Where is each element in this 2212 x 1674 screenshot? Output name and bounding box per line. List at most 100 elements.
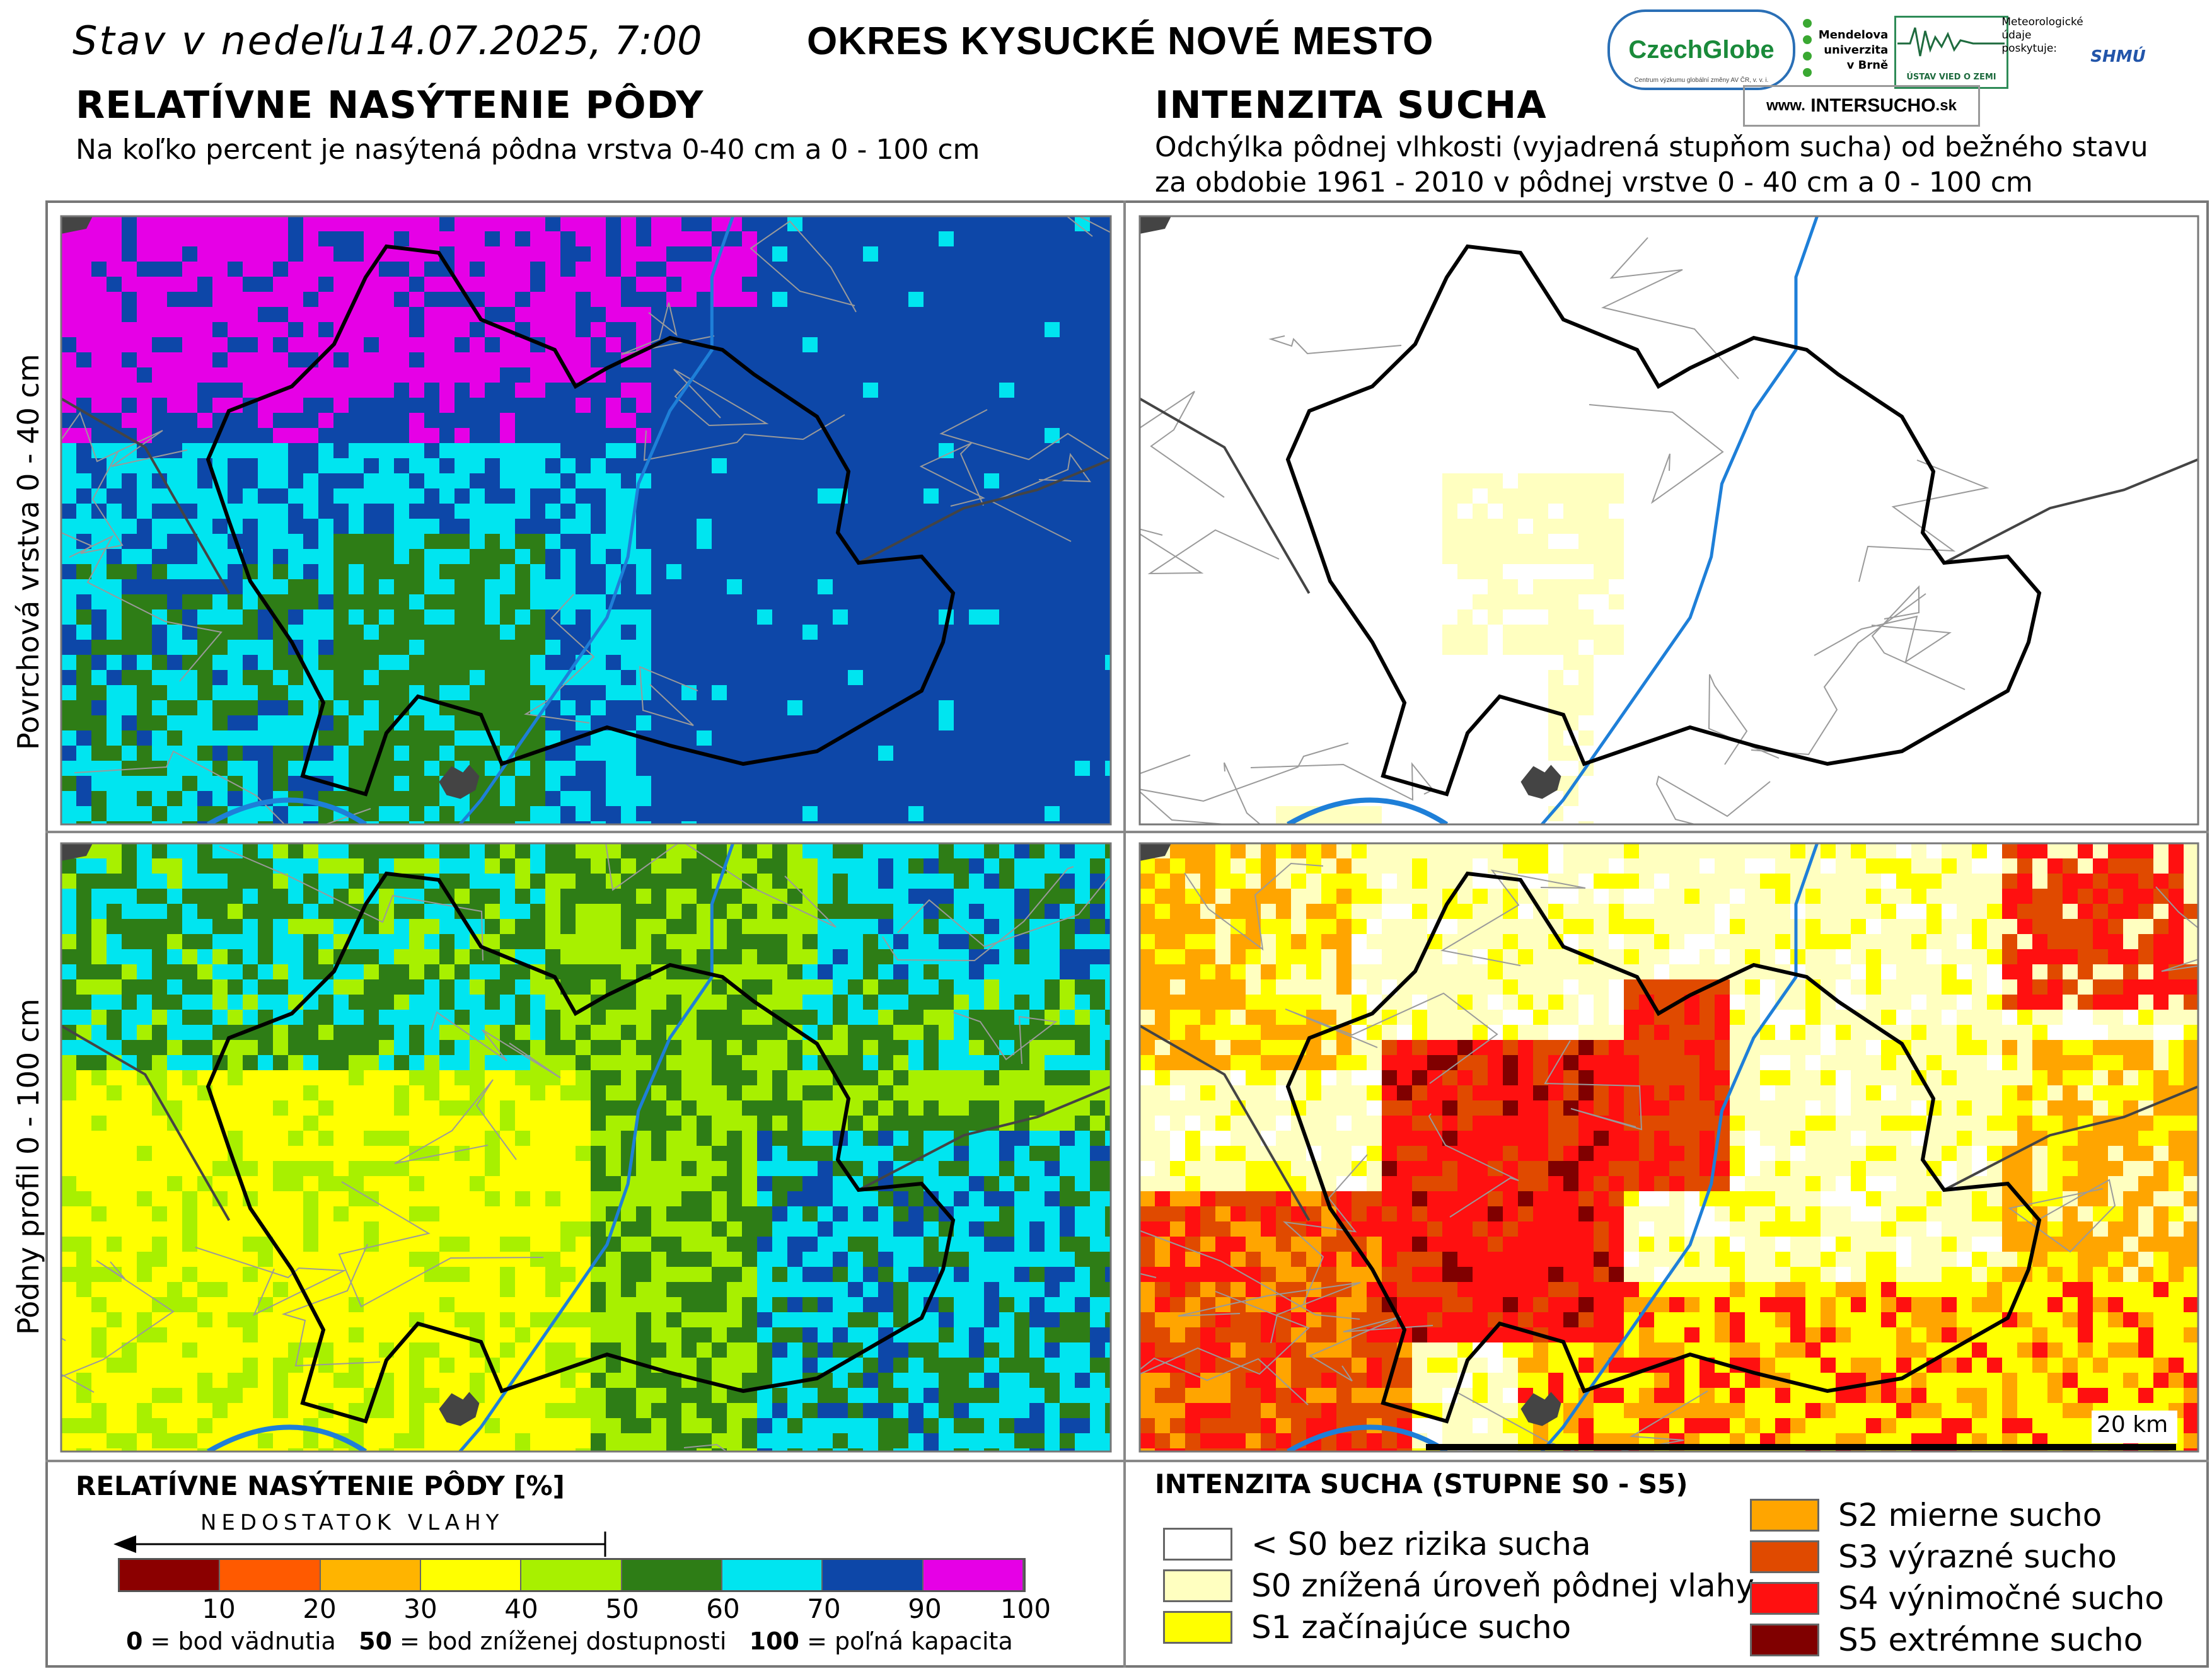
map-cell <box>424 564 440 580</box>
municipal-boundary <box>750 220 857 313</box>
map-cell <box>1060 640 1075 655</box>
map-cell <box>439 715 455 731</box>
map-cell <box>1548 594 1564 610</box>
map-cell <box>470 473 485 489</box>
map-cell <box>1942 383 1957 398</box>
map-cell <box>2138 383 2154 398</box>
map-cell <box>606 791 622 807</box>
map-cell <box>2017 307 2033 323</box>
map-cell <box>1014 564 1030 580</box>
map-cell <box>1503 564 1519 580</box>
map-cell <box>742 519 758 534</box>
map-cell <box>379 443 395 459</box>
map-cell <box>1624 504 1640 519</box>
map-cell <box>999 640 1015 655</box>
map-cell <box>1215 640 1231 655</box>
map-cell <box>666 534 682 550</box>
map-cell <box>1215 428 1231 444</box>
map-cell <box>2093 458 2109 474</box>
map-cell <box>2063 413 2078 429</box>
intersucho-link[interactable]: www. INTERSUCHO .sk <box>1743 85 1980 127</box>
map-cell <box>1457 322 1473 338</box>
map-cell <box>954 519 970 534</box>
map-cell <box>2108 292 2124 308</box>
map-cell <box>2047 443 2063 459</box>
map-cell <box>1352 534 1367 550</box>
map-cell <box>530 413 546 429</box>
map-cell <box>1473 655 1488 671</box>
map-cell <box>545 821 561 824</box>
czechglobe-logo[interactable]: CzechGlobe Centrum výzkumu globální změn… <box>1607 9 1795 90</box>
map-cell <box>727 322 743 338</box>
map-cell <box>1578 307 1594 323</box>
map-cell <box>1090 791 1106 807</box>
ustav-vied-o-zemi-logo[interactable]: ÚSTAV VIED O ZEMI <box>1894 16 2008 89</box>
map-cell <box>878 277 894 292</box>
map-cell <box>1442 246 1458 262</box>
map-cell <box>122 246 137 262</box>
map-cell <box>863 791 879 807</box>
map-cell <box>1306 337 1322 353</box>
map-cell <box>1412 640 1428 655</box>
map-cell <box>787 534 803 550</box>
map-cell <box>1321 231 1337 247</box>
map-cell <box>712 549 727 565</box>
map-cell <box>424 352 440 368</box>
map-cell <box>1090 609 1106 625</box>
map-cell <box>379 383 395 398</box>
map-cell <box>651 292 667 308</box>
map-cell <box>772 609 788 625</box>
map-cell <box>243 352 258 368</box>
map-cell <box>439 428 455 444</box>
map-cell <box>606 307 622 323</box>
map-cell <box>1548 504 1564 519</box>
map-cell <box>228 428 243 444</box>
map-cell <box>545 367 561 383</box>
map-cell <box>364 640 379 655</box>
map-cell <box>122 216 137 232</box>
map-cell <box>1896 458 1912 474</box>
map-cell <box>424 549 440 565</box>
map-cell <box>1503 625 1519 640</box>
map-cell <box>757 473 773 489</box>
map-cell <box>197 398 213 413</box>
map-cell <box>1609 428 1624 444</box>
map-cell <box>1821 579 1836 595</box>
map-cell <box>1715 398 1730 413</box>
map-cell <box>939 246 954 262</box>
map-cell <box>606 504 622 519</box>
map-cell <box>439 579 455 595</box>
map-cell <box>560 307 576 323</box>
map-drought-topsoil[interactable] <box>1024 216 2199 843</box>
map-cell <box>1942 352 1957 368</box>
map-cell <box>1594 488 1609 504</box>
map-cell <box>1533 337 1549 353</box>
map-cell <box>1276 216 1292 232</box>
map-cell <box>1624 277 1640 292</box>
map-cell <box>1624 594 1640 610</box>
map-cell <box>379 579 395 595</box>
map-cell <box>1185 216 1201 232</box>
map-cell <box>485 398 501 413</box>
map-cell <box>1684 292 1700 308</box>
map-cell <box>500 216 516 232</box>
map-cell <box>439 231 455 247</box>
map-cell <box>1185 398 1201 413</box>
map-cell <box>409 262 425 277</box>
map-cell <box>1427 549 1443 565</box>
map-cell <box>863 473 879 489</box>
map-cell <box>757 352 773 368</box>
map-cell <box>742 337 758 353</box>
map-cell <box>2153 594 2169 610</box>
mendel-university-logo[interactable]: Mendelova univerzita v Brně <box>1800 16 1888 85</box>
map-cell <box>1533 655 1549 671</box>
map-cell <box>1518 322 1534 338</box>
map-cell <box>1367 307 1382 323</box>
map-cell <box>954 670 970 686</box>
map-cell <box>545 640 561 655</box>
map-cell <box>681 216 697 232</box>
map-cell <box>1881 413 1897 429</box>
shmu-logo[interactable]: SHMÚ <box>2090 47 2146 66</box>
map-cell <box>1578 277 1594 292</box>
map-saturation-topsoil[interactable] <box>15 199 1246 837</box>
